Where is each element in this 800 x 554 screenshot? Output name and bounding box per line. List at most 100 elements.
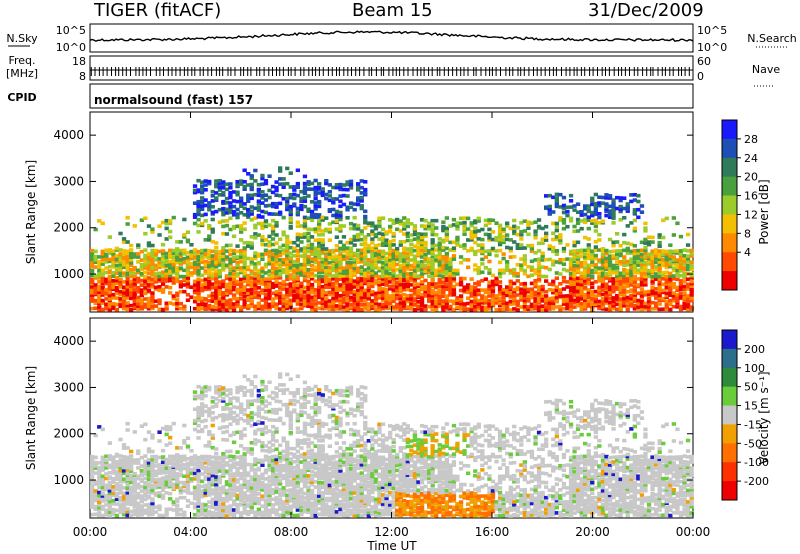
power-cell xyxy=(327,269,332,273)
power-cell xyxy=(341,285,347,290)
velocity-cell xyxy=(182,510,187,515)
power-cell xyxy=(217,258,222,262)
power-cell xyxy=(221,231,226,236)
power-cell xyxy=(671,299,676,303)
power-cell xyxy=(345,280,350,284)
power-cell xyxy=(90,306,95,311)
power-cell xyxy=(554,252,559,256)
power-cell xyxy=(402,283,407,287)
velocity-cell xyxy=(189,479,194,483)
power-cell xyxy=(412,248,418,253)
power-cell xyxy=(661,296,666,301)
velocity-cell xyxy=(153,491,159,496)
power-cell xyxy=(643,221,648,226)
power-cell xyxy=(341,307,347,312)
power-cell xyxy=(423,224,428,228)
power-cell xyxy=(600,296,606,301)
power-cell xyxy=(689,293,694,297)
velocity-cell xyxy=(214,385,219,389)
power-cell xyxy=(561,257,567,262)
power-cell xyxy=(270,259,276,264)
power-cell xyxy=(253,192,258,197)
velocity-cell xyxy=(221,388,226,393)
power-cell xyxy=(153,252,159,256)
power-cell xyxy=(529,265,535,270)
power-cell xyxy=(366,249,371,254)
power-cell xyxy=(384,301,389,306)
power-cell xyxy=(526,220,531,224)
power-cell xyxy=(632,208,637,212)
power-cell xyxy=(370,304,375,309)
power-cell xyxy=(451,301,457,306)
power-cell xyxy=(107,290,112,295)
beam-title: Beam 15 xyxy=(352,0,433,21)
velocity-cell xyxy=(132,501,137,506)
power-cell xyxy=(473,252,478,257)
velocity-cell xyxy=(104,466,109,470)
power-cell xyxy=(685,299,691,304)
power-cell xyxy=(607,215,613,219)
power-cell xyxy=(242,265,247,270)
velocity-cell xyxy=(200,402,205,406)
power-cell xyxy=(685,259,691,264)
power-cell xyxy=(363,302,368,307)
power-cell xyxy=(235,291,240,295)
velocity-cell xyxy=(121,491,127,495)
power-cell xyxy=(295,258,300,262)
power-cell xyxy=(210,210,215,215)
power-cell xyxy=(476,271,481,276)
power-cell xyxy=(274,185,279,190)
power-cell xyxy=(575,240,581,245)
power-cell xyxy=(164,263,169,267)
power-cell xyxy=(597,266,602,270)
velocity-cell xyxy=(210,462,215,467)
power-cell xyxy=(654,306,659,311)
power-cell xyxy=(427,290,432,295)
power-cell xyxy=(278,285,283,290)
power-cell xyxy=(622,285,627,289)
power-cell xyxy=(221,257,226,262)
power-cell xyxy=(522,271,527,276)
power-cell xyxy=(384,243,389,247)
power-cell xyxy=(671,266,676,271)
power-cell xyxy=(278,182,283,186)
power-cell xyxy=(618,279,623,283)
velocity-cell xyxy=(214,505,219,510)
power-cell xyxy=(540,254,545,258)
power-cell xyxy=(590,260,595,264)
velocity-cell xyxy=(93,489,98,493)
power-cell xyxy=(246,244,251,248)
power-cell xyxy=(380,252,386,256)
power-cell xyxy=(256,221,261,226)
power-cell xyxy=(611,301,616,306)
velocity-cell xyxy=(217,385,222,389)
power-cell xyxy=(260,257,265,261)
power-cell xyxy=(93,306,98,311)
power-cell xyxy=(579,264,584,269)
power-cell xyxy=(235,260,240,265)
power-cell xyxy=(306,304,311,308)
power-cell xyxy=(317,270,322,275)
power-cell xyxy=(419,240,425,245)
power-cell xyxy=(586,237,591,241)
power-cell xyxy=(192,215,198,219)
power-cell xyxy=(671,255,676,259)
power-cell xyxy=(405,234,410,238)
velocity-cell xyxy=(129,461,134,465)
power-cell xyxy=(203,203,208,208)
power-cell xyxy=(182,289,187,294)
power-cell xyxy=(597,195,602,199)
velocity-cell xyxy=(207,444,212,448)
power-cell xyxy=(483,249,488,254)
power-cell xyxy=(136,288,141,292)
power-cell xyxy=(93,301,98,305)
power-cell xyxy=(228,302,233,306)
power-cell xyxy=(661,257,666,262)
power-cell xyxy=(466,287,471,292)
power-cell xyxy=(270,218,276,223)
power-cell xyxy=(228,298,233,302)
power-cell xyxy=(203,179,208,183)
velocity-cell xyxy=(228,433,233,438)
velocity-cell xyxy=(200,491,205,496)
power-cell xyxy=(118,302,123,307)
